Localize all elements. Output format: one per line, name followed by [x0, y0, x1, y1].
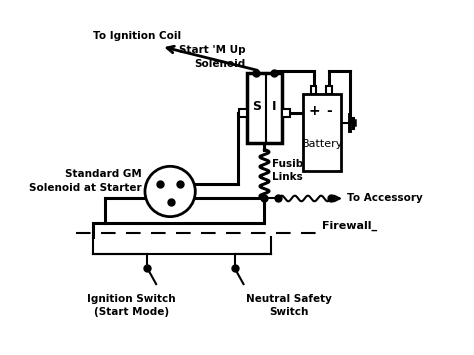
Text: Ignition Switch
(Start Mode): Ignition Switch (Start Mode) [87, 294, 176, 317]
Text: Start 'M Up
Solenoid: Start 'M Up Solenoid [179, 45, 245, 69]
Bar [311, 86, 316, 94]
Text: To Ignition Coil: To Ignition Coil [93, 31, 182, 41]
Text: -: - [326, 104, 332, 118]
Bar [282, 109, 290, 118]
Text: S: S [252, 100, 261, 113]
Text: +: + [309, 104, 320, 118]
Text: Neutral Safety
Switch: Neutral Safety Switch [246, 294, 332, 317]
Text: I: I [272, 100, 276, 113]
Text: Battery: Battery [301, 138, 343, 149]
Text: Standard GM
Solenoid at Starter: Standard GM Solenoid at Starter [29, 169, 141, 193]
Text: To Accessory: To Accessory [346, 193, 422, 203]
Bar [239, 109, 247, 118]
Text: Fusible
Links: Fusible Links [272, 159, 314, 182]
Bar [247, 73, 282, 143]
Bar [303, 94, 341, 170]
Circle shape [145, 166, 195, 217]
Text: Firewall_: Firewall_ [322, 220, 377, 231]
Bar [327, 86, 332, 94]
